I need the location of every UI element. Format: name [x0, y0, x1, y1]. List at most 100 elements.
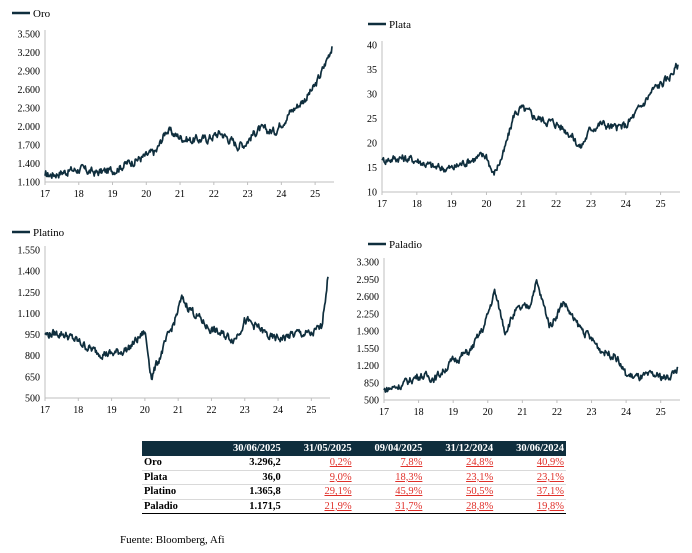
table-row: Platino 1.365,8 29,1% 45,9% 50,5% 37,1% — [142, 484, 566, 500]
y-tick-label: 3.500 — [18, 30, 41, 41]
y-tick-label: 2.000 — [18, 122, 41, 133]
x-tick-label: 18 — [73, 405, 83, 416]
x-tick-label: 25 — [310, 189, 320, 200]
y-tick-label: 1.400 — [18, 267, 41, 278]
y-tick-label: 500 — [25, 394, 40, 405]
y-tick-label: 1.400 — [18, 159, 41, 170]
x-tick-label: 20 — [141, 189, 151, 200]
palladium-price-chart: 500 850 1.200 1.550 1.900 2.250 2.600 2.950 3.30… — [357, 239, 680, 418]
y-tick-label: 1.200 — [357, 361, 380, 372]
metal-name: Plata — [142, 470, 212, 485]
y-tick-label: 1.100 — [18, 178, 41, 189]
metal-price: 1.365,8 — [212, 484, 283, 500]
legend-label: Paladio — [389, 239, 422, 251]
metal-name: Oro — [142, 456, 212, 471]
x-tick-label: 19 — [447, 199, 457, 210]
return-cell: 45,9% — [353, 484, 425, 500]
x-tick-label: 22 — [209, 189, 219, 200]
header-date-3: 09/04/2025 — [353, 441, 425, 456]
y-tick-label: 1.700 — [18, 141, 41, 152]
return-cell: 37,1% — [495, 484, 566, 500]
x-tick-label: 23 — [586, 199, 596, 210]
metal-price: 1.171,5 — [212, 499, 283, 514]
metal-name: Platino — [142, 484, 212, 500]
return-cell: 18,3% — [353, 470, 425, 485]
header-date-2: 31/05/2025 — [282, 441, 354, 456]
x-tick-label: 23 — [243, 189, 253, 200]
x-tick-label: 20 — [481, 199, 491, 210]
y-tick-label: 2.600 — [18, 85, 41, 96]
series-line-paladio — [383, 279, 679, 393]
x-tick-label: 18 — [414, 407, 424, 418]
x-tick-label: 24 — [273, 405, 283, 416]
series-line-platino — [44, 276, 329, 381]
x-tick-label: 19 — [108, 189, 118, 200]
platinum-price-chart: 500 650 800 950 1.100 1.250 1.400 1.550 17 18 19 20… — [12, 227, 330, 416]
y-tick-label: 2.300 — [18, 104, 41, 115]
header-blank — [142, 441, 212, 456]
x-tick-label: 17 — [40, 189, 50, 200]
x-tick-label: 17 — [379, 407, 389, 418]
y-tick-label: 1.250 — [18, 288, 41, 299]
legend-label: Plata — [389, 19, 411, 31]
return-cell: 50,5% — [424, 484, 496, 500]
return-cell: 21,9% — [282, 499, 354, 514]
silver-price-chart: 10 15 20 25 30 35 40 17 18 19 20 21 22 23 24 25 Plata — [367, 19, 680, 210]
y-tick-label: 3.300 — [357, 258, 380, 269]
gold-price-chart: 1.100 1.400 1.700 2.000 2.300 2.600 2.900 3.200… — [12, 8, 334, 200]
metal-price: 3.296,2 — [212, 456, 283, 471]
header-date-1: 30/06/2025 — [212, 441, 283, 456]
x-tick-label: 17 — [40, 405, 50, 416]
y-tick-label: 2.950 — [357, 275, 380, 286]
table-row: Oro 3.296,2 0,2% 7,8% 24,8% 40,9% — [142, 456, 566, 471]
return-cell: 7,8% — [353, 456, 425, 471]
series-line-plata — [381, 62, 679, 176]
y-tick-label: 1.550 — [18, 246, 41, 257]
x-tick-label: 19 — [448, 407, 458, 418]
x-tick-label: 25 — [656, 407, 666, 418]
x-tick-label: 23 — [587, 407, 597, 418]
x-tick-label: 25 — [656, 199, 666, 210]
x-tick-label: 20 — [140, 405, 150, 416]
y-tick-label: 3.200 — [18, 48, 41, 59]
return-cell: 0,2% — [282, 456, 354, 471]
return-cell: 9,0% — [282, 470, 354, 485]
table-row: Plata 36,0 9,0% 18,3% 23,1% 23,1% — [142, 470, 566, 485]
x-tick-label: 18 — [74, 189, 84, 200]
legend-label: Oro — [33, 8, 51, 20]
y-tick-label: 800 — [25, 351, 40, 362]
y-tick-label: 20 — [367, 139, 377, 150]
y-tick-label: 40 — [367, 41, 377, 52]
x-tick-label: 21 — [175, 189, 185, 200]
return-cell: 24,8% — [424, 456, 496, 471]
return-cell: 23,1% — [424, 470, 496, 485]
return-cell: 40,9% — [495, 456, 566, 471]
y-tick-label: 650 — [25, 372, 40, 383]
x-tick-label: 17 — [377, 199, 387, 210]
source-note: Fuente: Bloomberg, Afi — [120, 534, 225, 546]
x-tick-label: 18 — [412, 199, 422, 210]
y-tick-label: 25 — [367, 114, 377, 125]
header-date-4: 31/12/2024 — [424, 441, 496, 456]
x-tick-label: 21 — [516, 199, 526, 210]
table-header-row: 30/06/2025 31/05/2025 09/04/2025 31/12/2… — [142, 441, 566, 456]
y-tick-label: 850 — [364, 378, 379, 389]
return-cell: 28,8% — [424, 499, 496, 514]
x-tick-label: 24 — [621, 407, 631, 418]
x-tick-label: 22 — [206, 405, 216, 416]
y-tick-label: 15 — [367, 163, 377, 174]
y-tick-label: 2.900 — [18, 67, 41, 78]
x-tick-label: 23 — [240, 405, 250, 416]
y-tick-label: 950 — [25, 330, 40, 341]
return-cell: 31,7% — [353, 499, 425, 514]
y-tick-label: 35 — [367, 65, 377, 76]
table-row: Paladio 1.171,5 21,9% 31,7% 28,8% 19,8% — [142, 499, 566, 514]
return-cell: 29,1% — [282, 484, 354, 500]
y-tick-label: 500 — [364, 396, 379, 407]
x-tick-label: 21 — [517, 407, 527, 418]
return-cell: 23,1% — [495, 470, 566, 485]
x-tick-label: 24 — [276, 189, 286, 200]
legend-label: Platino — [33, 227, 65, 239]
return-cell: 19,8% — [495, 499, 566, 514]
header-date-5: 30/06/2024 — [495, 441, 566, 456]
